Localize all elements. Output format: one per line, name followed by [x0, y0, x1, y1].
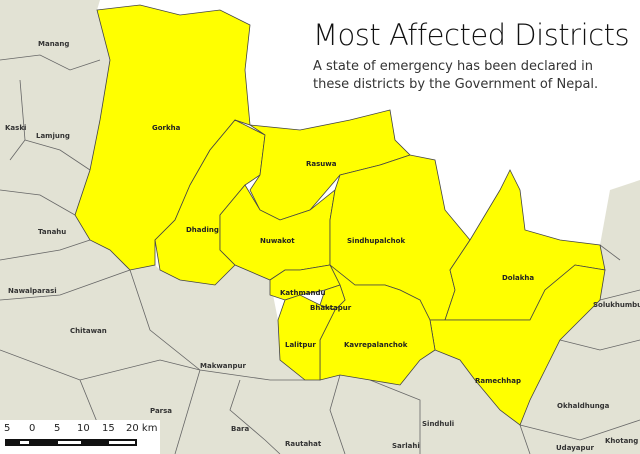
scale-bar-graphic: [5, 439, 137, 446]
scale-tick: 5: [4, 423, 11, 434]
label-udayapur: Udayapur: [556, 444, 594, 452]
label-nawalparasi: Nawalparasi: [8, 287, 57, 295]
label-manang: Manang: [38, 40, 69, 48]
map-subtitle: A state of emergency has been declared i…: [313, 59, 599, 92]
label-sarlahi: Sarlahi: [392, 442, 420, 450]
label-parsa: Parsa: [150, 407, 172, 415]
scale-tick: 0: [29, 423, 36, 434]
label-chitawan: Chitawan: [70, 327, 107, 335]
label-lamjung: Lamjung: [36, 132, 70, 140]
district-borders: [0, 54, 640, 454]
label-gorkha: Gorkha: [152, 124, 181, 132]
label-lalitpur: Lalitpur: [285, 341, 316, 349]
scale-bar: 5 0 5 10 15 20 km: [0, 420, 160, 454]
label-nuwakot: Nuwakot: [260, 237, 295, 245]
label-sindhuli: Sindhuli: [422, 420, 454, 428]
scale-tick: 15: [102, 423, 115, 434]
label-bhaktapur: Bhaktapur: [310, 304, 352, 312]
label-rautahat: Rautahat: [285, 440, 322, 448]
district-ramechhap[interactable]: [429, 264, 606, 426]
scale-tick: 5: [54, 423, 61, 434]
label-sindhupalchok: Sindhupalchok: [347, 237, 405, 245]
label-kathmandu: Kathmandu: [280, 289, 325, 297]
label-dhading: Dhading: [186, 226, 219, 234]
district-dhading[interactable]: [154, 119, 266, 286]
map-title: Most Affected Districts: [313, 18, 630, 52]
label-khotang: Khotang: [605, 437, 638, 445]
label-rasuwa: Rasuwa: [306, 160, 337, 168]
district-kathmandu[interactable]: [269, 264, 341, 301]
label-bara: Bara: [231, 425, 250, 433]
district-lalitpur[interactable]: [277, 294, 336, 381]
label-kavrepalanchok: Kavrepalanchok: [344, 341, 408, 349]
label-tanahu: Tanahu: [38, 228, 66, 236]
scale-tick: 10: [77, 423, 90, 434]
district-bhaktapur[interactable]: [319, 284, 346, 311]
scale-tick: 20 km: [126, 423, 158, 434]
label-solukhumbu: Solukhumbu: [593, 301, 640, 309]
label-kaski: Kaski: [5, 124, 26, 132]
label-ramechhap: Ramechhap: [475, 377, 521, 385]
label-okhaldhunga: Okhaldhunga: [557, 402, 610, 410]
label-makwanpur: Makwanpur: [200, 362, 247, 370]
label-dolakha: Dolakha: [502, 274, 534, 282]
